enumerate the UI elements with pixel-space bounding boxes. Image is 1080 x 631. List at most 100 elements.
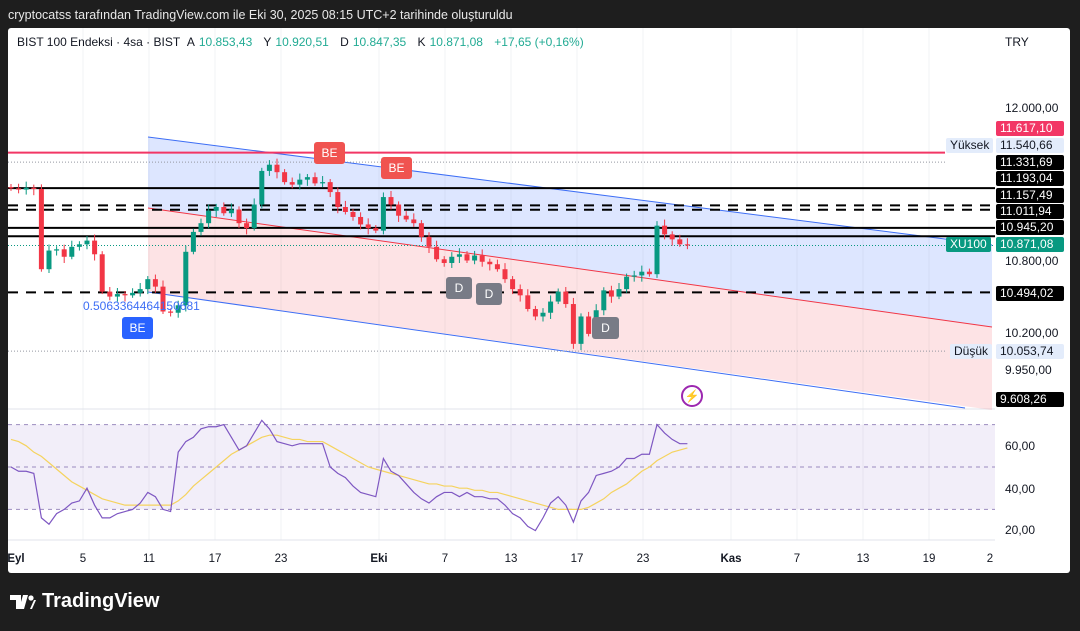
level-label: 11.157,49 (996, 188, 1064, 203)
candle-body (31, 187, 37, 189)
candle-body (244, 223, 250, 229)
tradingview-logo[interactable]: TradingView (10, 590, 159, 613)
channel-lower-line (147, 291, 966, 409)
candle-body (479, 255, 485, 262)
time-tick: 11 (143, 553, 155, 565)
time-tick: 17 (208, 553, 222, 565)
currency-label[interactable]: TRY (1005, 35, 1029, 49)
candle-body (266, 164, 272, 171)
candle-body (669, 234, 675, 240)
candle-body (608, 290, 614, 297)
time-tick: 7 (793, 553, 801, 565)
candle-body (555, 291, 561, 302)
candle-body (342, 207, 348, 212)
time-tick: 13 (856, 553, 870, 565)
candle-body (624, 276, 630, 290)
candle-body (418, 223, 424, 237)
time-tick: 23 (636, 553, 650, 565)
candle-body (160, 286, 166, 312)
candle-body (38, 188, 44, 270)
resistance-price-label: 11.617,10 (996, 121, 1064, 136)
candle-body (297, 179, 303, 185)
candle-body (639, 271, 645, 276)
rsi-tick: 60,00 (1005, 439, 1036, 453)
doji-marker[interactable]: D (476, 283, 502, 305)
candle-body (570, 304, 576, 344)
candle-body (426, 236, 432, 247)
candle-body (654, 225, 660, 275)
symbol-name[interactable]: BIST 100 Endeksi · 4sa · BIST (17, 35, 181, 49)
candle-body (107, 291, 113, 297)
change-value: +17,65 (+0,16%) (494, 35, 584, 49)
candle-body (152, 279, 158, 287)
candle-body (228, 209, 234, 214)
candle-body (662, 225, 668, 235)
candle-body (54, 249, 60, 251)
candle-body (487, 261, 493, 265)
candle-body (289, 182, 295, 185)
candle-body (213, 207, 219, 211)
candle-body (274, 164, 280, 173)
high-tag: Yüksek (946, 138, 994, 153)
time-tick: 23 (274, 553, 288, 565)
candle-body (122, 294, 128, 296)
candle-body (198, 223, 204, 232)
candle-body (61, 249, 67, 257)
candle-body (312, 177, 318, 184)
open-value: 10.853,43 (198, 35, 253, 49)
candle-body (684, 244, 690, 246)
time-tick: 7 (441, 553, 449, 565)
candle-body (441, 259, 447, 263)
time-tick: 2 (986, 553, 994, 565)
candle-body (373, 228, 379, 231)
candle-body (525, 295, 531, 310)
channel-upper-fill (148, 137, 992, 327)
high-prefix: Y (263, 35, 272, 49)
bearish-engulfing-marker[interactable]: BE (314, 142, 345, 164)
candle-body (23, 187, 29, 190)
bullish-engulfing-marker[interactable]: BE (122, 317, 153, 339)
time-tick: 17 (570, 553, 584, 565)
candle-body (84, 240, 90, 245)
candle-body (616, 289, 622, 297)
close-prefix: K (417, 35, 426, 49)
candle-body (137, 289, 143, 293)
candle-body (350, 211, 356, 217)
candle-body (99, 254, 105, 292)
candle-body (502, 269, 508, 280)
level-label: 10.494,02 (996, 286, 1064, 301)
lightning-icon[interactable]: ⚡ (681, 385, 703, 407)
bearish-engulfing-marker[interactable]: BE (381, 157, 412, 179)
candle-body (335, 192, 341, 208)
doji-marker[interactable]: D (446, 277, 472, 299)
candle-body (586, 316, 592, 334)
candle-body (175, 305, 181, 313)
low-price-label: 10.053,74 (996, 344, 1064, 359)
channel-lower-fill (148, 208, 992, 410)
candle-body (327, 182, 333, 193)
candle-body (183, 251, 189, 306)
rsi-line (10, 419, 688, 532)
candle-body (646, 271, 652, 275)
time-tick: Eki (370, 553, 388, 565)
rsi-tick: 20,00 (1005, 523, 1036, 537)
price-tick: 10.800,00 (1005, 254, 1059, 268)
candle-body (358, 216, 364, 225)
level-label: 11.193,04 (996, 171, 1064, 186)
candle-body (76, 244, 82, 247)
candle-body (8, 187, 14, 189)
candle-body (563, 291, 569, 305)
doji-marker[interactable]: D (592, 317, 619, 339)
level-label: 11.011,94 (996, 204, 1064, 219)
symbol-legend: BIST 100 Endeksi · 4sa · BIST A 10.853,43… (17, 35, 588, 49)
rsi-tick: 40,00 (1005, 482, 1036, 496)
price-tick: 9.950,00 (1005, 363, 1052, 377)
high-price-label: 11.540,66 (996, 138, 1064, 153)
candle-body (517, 289, 523, 296)
candle-body (456, 254, 462, 257)
rsi-ma-line (10, 434, 688, 510)
symbol-tag: XU100 (946, 237, 991, 252)
candle-body (130, 292, 136, 296)
low-value: 10.847,35 (352, 35, 407, 49)
